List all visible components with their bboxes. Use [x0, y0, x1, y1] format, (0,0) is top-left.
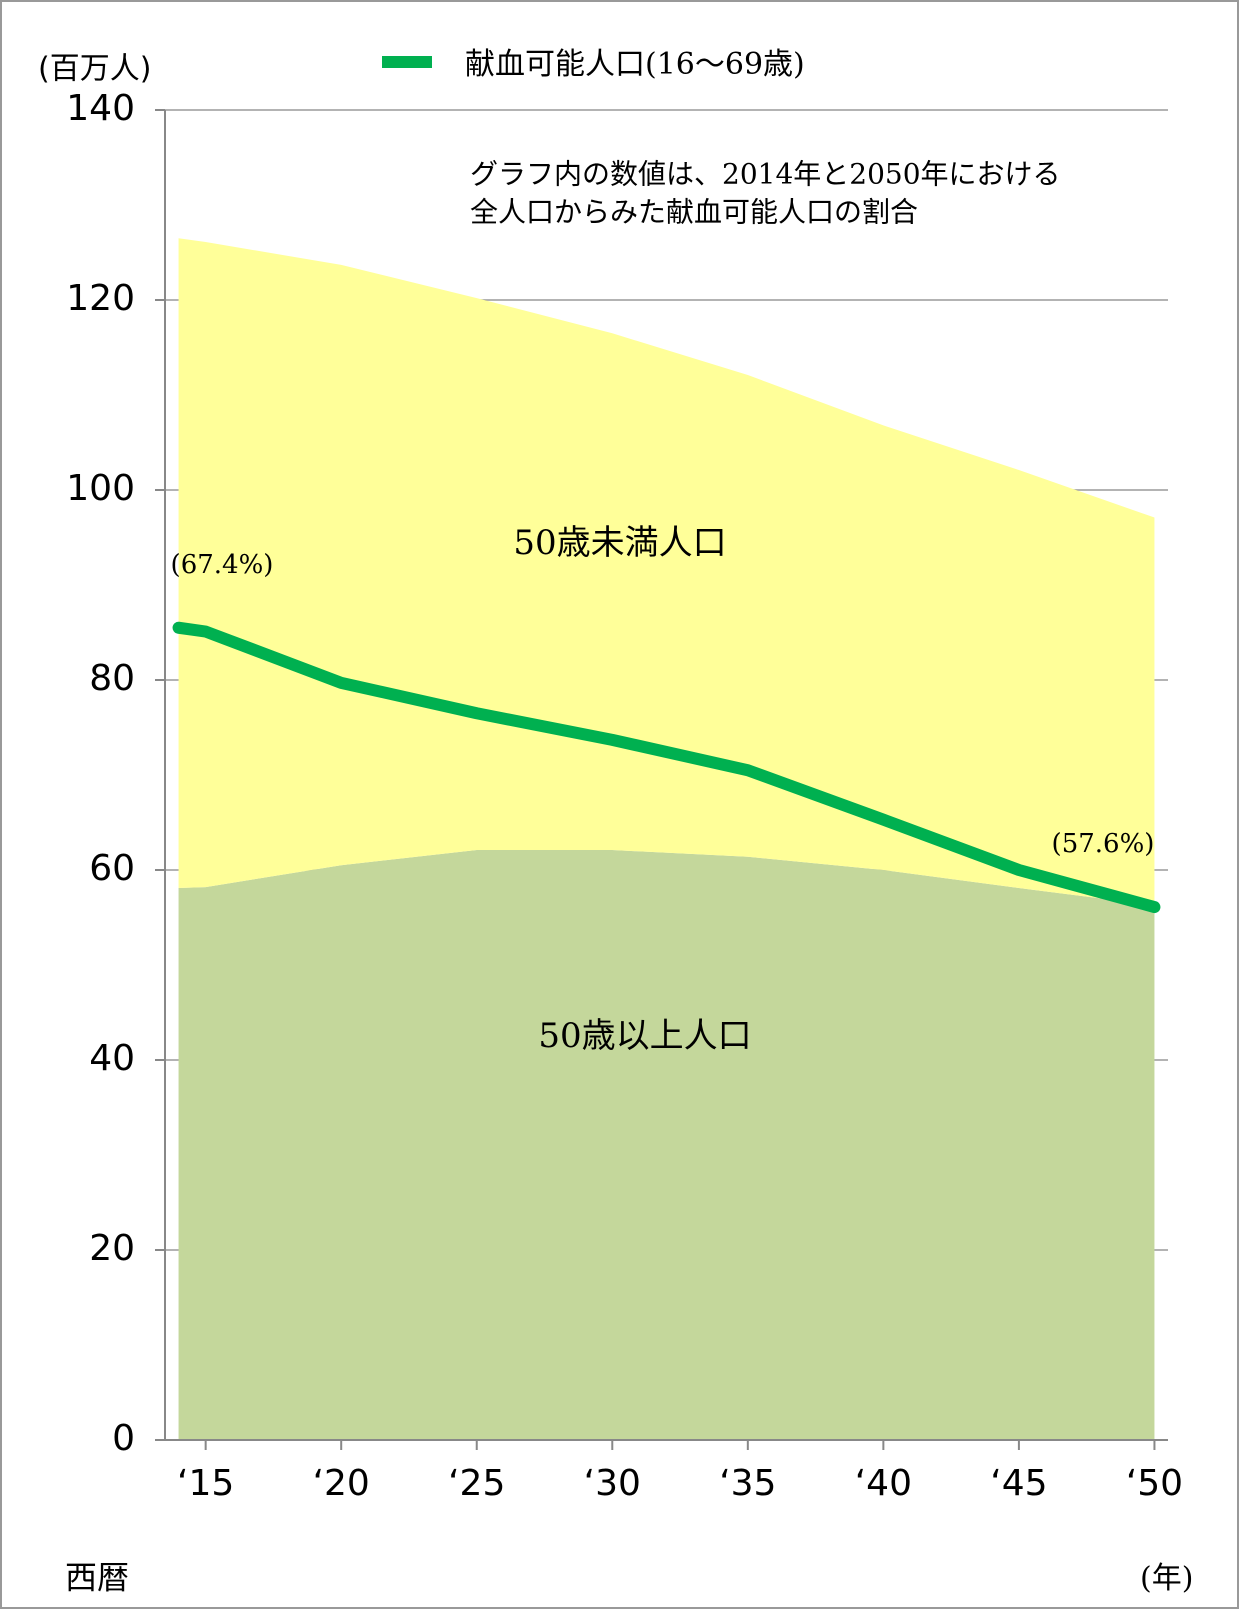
- y-tick-label: 100: [66, 468, 135, 509]
- chart: (百万人) グラフ内の数値は、2014年と2050年における 全人口からみた献血…: [0, 0, 1239, 1609]
- y-tick-label: 60: [89, 848, 135, 889]
- note-line: 全人口からみた献血可能人口の割合: [470, 196, 918, 229]
- annotation: (57.6%): [1052, 829, 1155, 859]
- y-tick-label: 120: [66, 278, 135, 319]
- y-tick-label: 20: [89, 1228, 135, 1269]
- x-tick-label: ‘20: [313, 1463, 370, 1504]
- y-axis-label: (百万人): [38, 52, 151, 87]
- area-label: 50歳未満人口: [513, 523, 726, 563]
- x-tick-label: ‘45: [990, 1463, 1047, 1504]
- y-tick-label: 80: [89, 658, 135, 699]
- y-tick-label: 140: [66, 88, 135, 129]
- note-line: グラフ内の数値は、2014年と2050年における: [470, 158, 1061, 191]
- x-tick-label: ‘50: [1126, 1463, 1183, 1504]
- y-tick-label: 0: [112, 1418, 135, 1459]
- x-tick-label: ‘25: [448, 1463, 505, 1504]
- x-tick-label: ‘30: [584, 1463, 641, 1504]
- x-axis-label: 西暦: [65, 1559, 129, 1597]
- x-tick-label: ‘35: [719, 1463, 776, 1504]
- annotation: (67.4%): [171, 550, 274, 580]
- x-tick-label: ‘15: [177, 1463, 234, 1504]
- legend-label: 献血可能人口(16～69歳): [465, 47, 805, 82]
- x-axis-unit: (年): [1140, 1561, 1193, 1596]
- x-tick-label: ‘40: [855, 1463, 912, 1504]
- area-label: 50歳以上人口: [538, 1016, 751, 1056]
- area: [179, 850, 1155, 1440]
- y-tick-label: 40: [89, 1038, 135, 1079]
